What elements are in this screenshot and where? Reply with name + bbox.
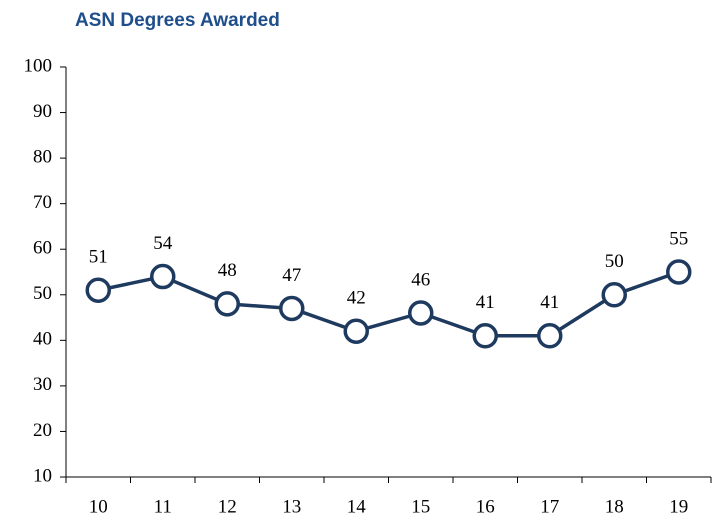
- y-tick-label: 50: [33, 283, 52, 304]
- x-tick-label: 14: [347, 496, 367, 517]
- marker: [472, 323, 498, 349]
- data-label: 55: [669, 228, 688, 249]
- y-tick-label: 70: [33, 192, 52, 213]
- marker: [150, 263, 176, 290]
- marker: [85, 277, 111, 303]
- data-label: 41: [476, 292, 495, 313]
- data-label: 51: [89, 247, 108, 268]
- y-tick-label: 80: [33, 146, 52, 167]
- y-tick-label: 40: [33, 329, 52, 350]
- marker: [214, 291, 240, 317]
- y-tick-label: 90: [33, 101, 52, 122]
- marker: [343, 318, 369, 344]
- data-label: 46: [411, 269, 430, 290]
- marker: [537, 323, 563, 349]
- x-tick-label: 13: [282, 496, 301, 517]
- y-tick-label: 20: [33, 420, 52, 441]
- x-tick-label: 17: [540, 496, 559, 517]
- y-tick-label: 100: [24, 55, 53, 76]
- y-tick-label: 10: [33, 465, 52, 486]
- marker: [601, 282, 627, 308]
- y-tick-label: 60: [33, 238, 52, 259]
- x-tick-label: 11: [154, 496, 172, 517]
- line-series: [97, 270, 680, 338]
- x-tick-label: 15: [411, 496, 430, 517]
- data-label: 48: [218, 260, 237, 281]
- data-label: 54: [153, 233, 173, 254]
- marker: [408, 300, 434, 326]
- x-tick-label: 19: [669, 496, 688, 517]
- y-tick-label: 30: [33, 374, 52, 395]
- x-tick-label: 16: [476, 496, 495, 517]
- marker: [279, 295, 305, 322]
- marker: [666, 259, 692, 285]
- data-label: 41: [540, 292, 559, 313]
- x-tick-label: 12: [218, 496, 237, 517]
- x-tick-label: 10: [89, 496, 108, 517]
- data-label: 42: [347, 288, 366, 309]
- data-label: 47: [282, 265, 301, 286]
- chart-title: ASN Degrees Awarded: [75, 10, 280, 31]
- data-label: 50: [605, 251, 624, 272]
- x-tick-label: 18: [605, 496, 624, 517]
